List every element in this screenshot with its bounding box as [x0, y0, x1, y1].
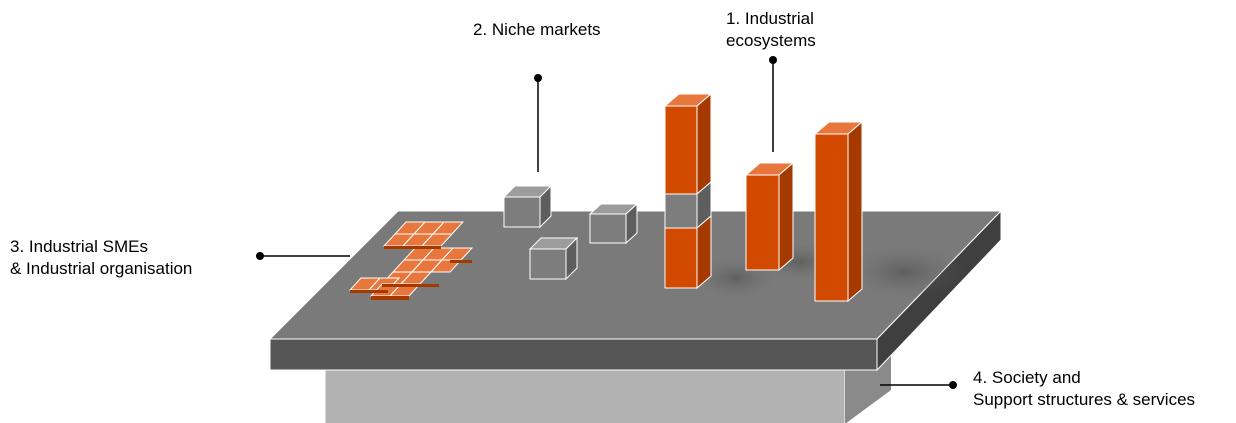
leader-line-ecosystems [769, 56, 777, 152]
ecosystem-pillar [663, 92, 713, 290]
ecosystem-pillar [744, 161, 795, 272]
leader-line-smes [256, 252, 350, 260]
sme-tile-grid [348, 221, 474, 300]
niche-cube [528, 236, 579, 281]
leader-line-society [880, 381, 957, 389]
label-line: 1. Industrial [726, 9, 814, 28]
label-industrial-smes: 3. Industrial SMEs & Industrial organisa… [10, 236, 192, 280]
ecosystem-pillar [813, 120, 864, 303]
niche-cube [588, 202, 639, 245]
label-line: & Industrial organisation [10, 259, 193, 278]
pillar-shadow [845, 246, 965, 298]
label-line: ecosystems [726, 31, 816, 50]
label-line: 4. Society and [973, 368, 1081, 387]
label-society: 4. Society and Support structures & serv… [973, 367, 1195, 411]
niche-cube [502, 184, 553, 229]
label-line: 3. Industrial SMEs [10, 237, 148, 256]
label-industrial-ecosystems: 1. Industrial ecosystems [726, 8, 816, 52]
leader-line-niche [534, 74, 542, 172]
label-line: 2. Niche markets [473, 20, 601, 39]
label-line: Support structures & services [973, 390, 1196, 409]
label-niche-markets: 2. Niche markets [473, 19, 601, 41]
